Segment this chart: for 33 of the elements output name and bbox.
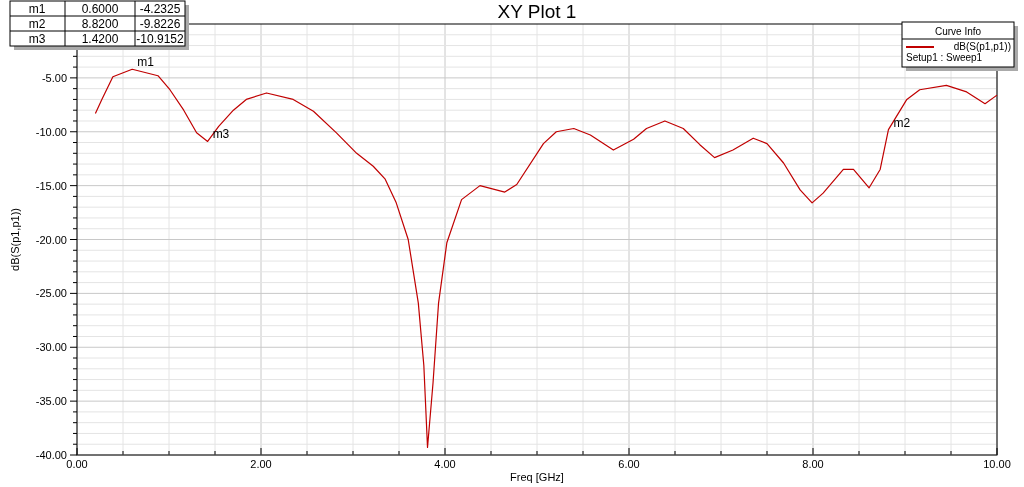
y-axis-title: dB(S(p1,p1)) <box>9 208 21 271</box>
text: -4.2325 <box>139 2 181 16</box>
annotation: Setup1 : Sweep1 <box>906 52 983 63</box>
annotation: -9.8226 <box>139 17 181 31</box>
y-tick-label: -25.00 <box>35 287 67 300</box>
line-series <box>94 68 998 449</box>
y-tick-label: -40.00 <box>35 449 67 461</box>
annotation: m1 <box>137 55 155 70</box>
text: 0.6000 <box>81 2 119 16</box>
y-tick-label: -20.00 <box>35 233 67 246</box>
annotation: 8.8200 <box>81 17 119 31</box>
legend-label: dB(S(p1,p1)) <box>953 41 1011 52</box>
y-tick-label: -15.00 <box>35 179 67 192</box>
x-tick-label: 4.00 <box>434 458 456 470</box>
x-tick-label: 0.00 <box>66 458 88 470</box>
annotation: -10.9152 <box>136 32 185 46</box>
annotation: m3 <box>212 127 230 142</box>
annotation: 1.4200 <box>81 32 119 46</box>
x-tick-label: 10.00 <box>983 458 1011 470</box>
y-tick-label: -30.00 <box>35 341 67 354</box>
chart-title: XY Plot 1 <box>497 1 577 22</box>
text: m1 <box>28 2 46 16</box>
annotation: m2 <box>893 115 911 130</box>
x-tick-label: 8.00 <box>802 458 824 470</box>
y-tick-label: -35.00 <box>35 395 67 408</box>
x-axis-title: Freq [GHz] <box>510 471 564 483</box>
legend-title: Curve Info <box>934 26 982 37</box>
x-tick-label: 6.00 <box>618 458 640 470</box>
x-tick-label: 2.00 <box>250 458 272 470</box>
y-tick-label: -5.00 <box>41 71 67 84</box>
y-tick-label: -10.00 <box>35 125 67 138</box>
text: m3 <box>28 32 46 46</box>
text: m2 <box>28 17 46 31</box>
